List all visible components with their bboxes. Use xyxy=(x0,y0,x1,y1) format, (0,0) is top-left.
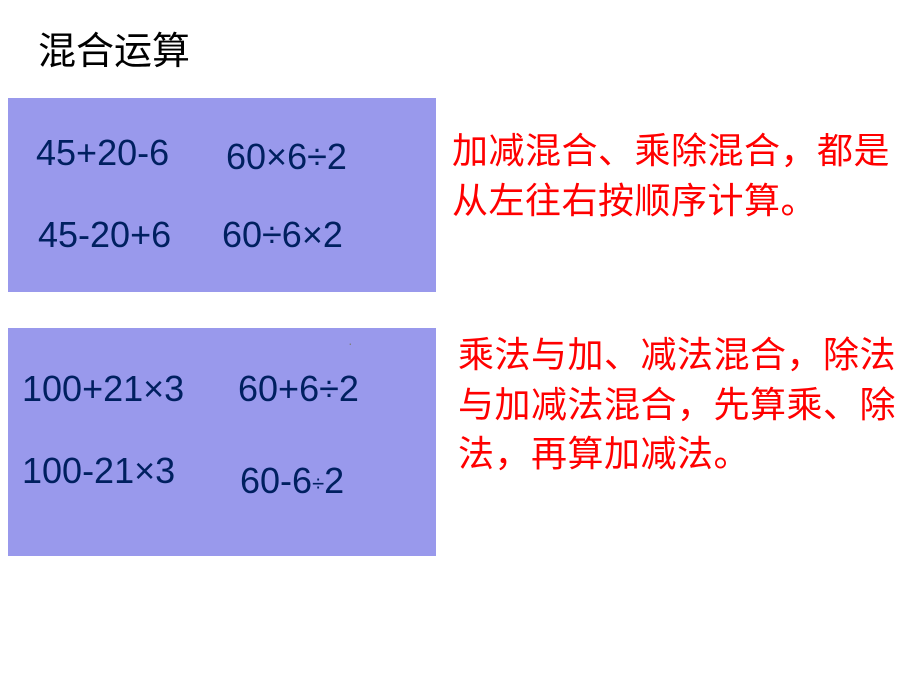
expression-box-2: 100+21×3 60+6÷2 100-21×3 60-6÷2 xyxy=(8,328,436,556)
page-title: 混合运算 xyxy=(38,20,190,75)
expr-b2-0: 100+21×3 xyxy=(22,368,184,410)
description-2: 乘法与加、减法混合，除法与加减法混合，先算乘、除法，再算加减法。 xyxy=(458,330,918,479)
expr-b1-0: 45+20-6 xyxy=(36,132,169,174)
expr-b2-2: 100-21×3 xyxy=(22,450,175,492)
center-dot: · xyxy=(348,335,353,351)
expr-b2-3: 60-6÷2 xyxy=(240,460,344,502)
expr-b1-3: 60÷6×2 xyxy=(222,214,343,256)
expr-b2-1: 60+6÷2 xyxy=(238,368,359,410)
expr-b1-2: 45-20+6 xyxy=(38,214,171,256)
description-1: 加减混合、乘除混合，都是从左往右按顺序计算。 xyxy=(452,126,912,225)
expr-b1-1: 60×6÷2 xyxy=(226,136,347,178)
expression-box-1: 45+20-6 60×6÷2 45-20+6 60÷6×2 xyxy=(8,98,436,292)
